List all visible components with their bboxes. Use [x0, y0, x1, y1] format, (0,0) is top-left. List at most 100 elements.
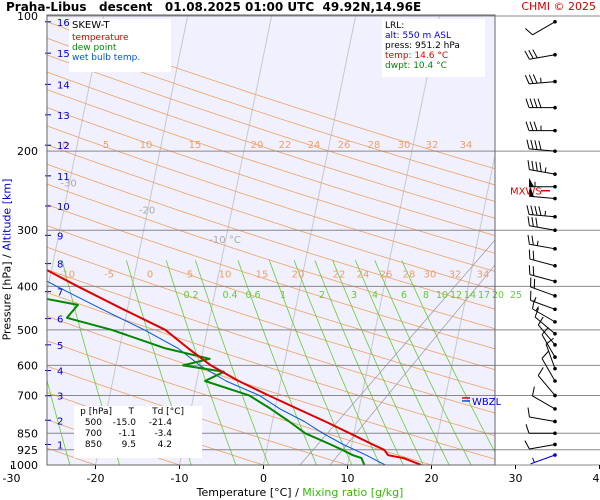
- wind-barb: [545, 337, 557, 371]
- dry-adiabat-line: [47, 144, 495, 291]
- summary-cell: -3.4: [154, 429, 172, 439]
- pressure-tick-label: 700: [17, 389, 38, 402]
- y-axis-label: Pressure [hPa] / Altitude [km]: [1, 175, 14, 345]
- summary-cell: 500: [84, 418, 102, 428]
- wind-barb-flag: [528, 249, 531, 260]
- x-axis-label: Temperature [°C] / Mixing ratio [g/kg]: [150, 486, 450, 499]
- wind-barb-flag: [524, 50, 530, 60]
- wind-barb: [541, 327, 557, 359]
- isotherm-line: [179, 15, 273, 465]
- wind-barb: [530, 277, 557, 298]
- wind-barb-flag: [526, 205, 530, 215]
- wind-barb-flag: [531, 386, 535, 397]
- isotherm-label: -30: [60, 179, 76, 190]
- summary-cell: -21.4: [148, 418, 172, 428]
- wind-barb-flag: [527, 234, 530, 245]
- wind-barb: [530, 290, 557, 312]
- wetbulb-profile: [47, 280, 386, 465]
- summary-header-td: Td [°C]: [152, 407, 184, 417]
- wind-barb-staff: [529, 443, 556, 450]
- altitude-tick-label: 9: [57, 231, 63, 242]
- wind-barb-staff: [532, 395, 556, 410]
- wind-barb-flag: [532, 49, 538, 59]
- wind-barb-flag: [537, 98, 542, 108]
- wind-barb-half-flag: [535, 306, 539, 312]
- mixing-ratio-label: 14: [464, 290, 476, 301]
- mixing-ratio-line: [374, 260, 472, 465]
- wind-barb-flag: [535, 161, 538, 172]
- wind-barb-flag: [530, 139, 534, 150]
- dry-adiabat-label: 10: [219, 270, 232, 281]
- summary-cell: 700: [84, 429, 102, 439]
- mixing-ratio-line: [237, 260, 317, 465]
- altitude-tick-label: 15: [57, 49, 70, 60]
- dry-adiabat-line: [47, 54, 495, 202]
- wind-barb: [525, 19, 557, 36]
- dry-adiabat-label: 24: [357, 270, 370, 281]
- wind-barb-half-flag: [533, 296, 537, 302]
- temperature-tick-label: 40: [593, 472, 600, 485]
- wind-barb: [527, 160, 557, 176]
- wind-barb-flag: [529, 98, 534, 108]
- mixing-ratio-label: 12: [450, 290, 462, 301]
- dry-adiabat-label: 0: [62, 140, 68, 151]
- altitude-tick-label: 3: [57, 392, 63, 403]
- dry-adiabat-line: [47, 71, 495, 219]
- altitude-tick-label: 6: [57, 315, 63, 326]
- legend-item-temperature: temperature: [72, 33, 129, 43]
- wind-barb-flag: [524, 440, 530, 450]
- wind-barb: [524, 74, 557, 85]
- legend-item-wet-bulb: wet bulb temp.: [72, 53, 141, 63]
- wind-barb: [526, 205, 557, 219]
- dry-adiabat-line: [47, 183, 495, 330]
- dry-adiabat-label: 26: [338, 140, 351, 151]
- wind-barb-flag: [537, 316, 544, 326]
- dry-adiabat-label: 22: [333, 270, 346, 281]
- wind-barb: [541, 351, 557, 383]
- wind-barb-flag: [528, 50, 534, 59]
- wind-barb-flag: [531, 216, 534, 227]
- y-axis-altitude-label: Altitude [km]: [0, 178, 14, 251]
- x-axis-temperature-label: Temperature [°C]: [196, 486, 292, 499]
- summary-cell: 4.2: [157, 440, 172, 450]
- temperature-tick-label: 10: [341, 472, 355, 485]
- pressure-tick-label: 1000: [10, 459, 38, 472]
- mixing-ratio-label: 10: [436, 290, 448, 301]
- reference-line: [299, 239, 495, 465]
- wind-barb-flag: [538, 140, 542, 151]
- mixing-ratio-label: 20: [492, 290, 504, 301]
- mixing-ratio-label: 0.2: [183, 290, 198, 301]
- altitude-tick-label: 7: [57, 288, 63, 299]
- wind-barb-flag: [524, 74, 530, 85]
- dry-adiabat-label: 28: [403, 270, 416, 281]
- wind-barb-pennant: [529, 177, 534, 187]
- wind-barb: [537, 367, 557, 398]
- pressure-tick-label: 300: [17, 224, 38, 237]
- wind-barb: [530, 453, 557, 465]
- dry-adiabat-line: [47, 89, 495, 236]
- wind-barb: [534, 307, 557, 336]
- dry-adiabat-line: [47, 225, 495, 371]
- altitude-tick-label: 11: [57, 172, 70, 183]
- lrl-dewpoint: dwpt: 10.4 °C: [385, 61, 447, 71]
- summary-table: p [hPa] T Td [°C] 500 -15.0 -21.4 700 -1…: [74, 406, 202, 458]
- isotherm-line: [347, 15, 441, 465]
- altitude-tick-label: 2: [57, 416, 63, 427]
- dry-adiabat-label: 5: [187, 270, 193, 281]
- pressure-tick-label: 100: [17, 10, 38, 23]
- wind-barb: [531, 299, 557, 324]
- wind-barb-flag: [525, 98, 530, 108]
- mixing-ratio-line: [314, 260, 404, 465]
- summary-table-row: 700 -1.1 -3.4: [76, 429, 200, 440]
- summary-cell: 850: [84, 440, 102, 450]
- wind-barb-flag: [534, 205, 538, 216]
- dry-adiabat-label: 32: [426, 140, 439, 151]
- altitude-tick-label: 8: [57, 260, 63, 271]
- wind-barb-staff: [541, 334, 556, 358]
- mixing-ratio-line: [332, 260, 424, 465]
- summary-cell: 9.5: [121, 440, 136, 450]
- wind-barb-staff: [534, 316, 556, 335]
- wind-barb-station: [553, 79, 557, 84]
- summary-cell: -15.0: [112, 418, 136, 428]
